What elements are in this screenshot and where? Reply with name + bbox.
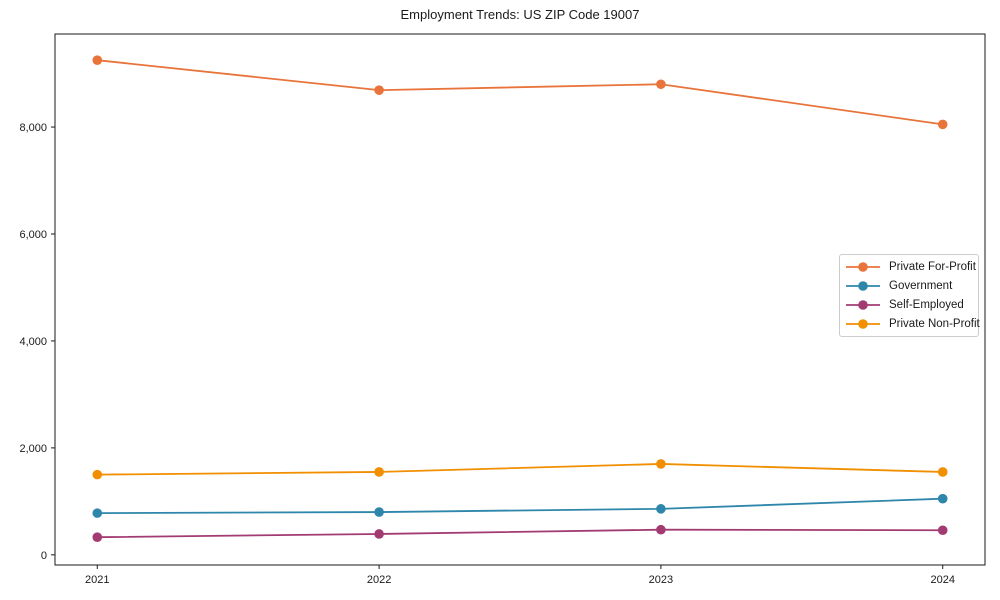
series-line-self-employed bbox=[97, 528, 943, 539]
data-point-marker bbox=[937, 493, 948, 504]
data-point-marker bbox=[656, 459, 666, 469]
x-axis-tick-label: 2023 bbox=[649, 574, 673, 586]
y-axis-tick-label: 2,000 bbox=[19, 443, 47, 455]
legend-entry: Private Non-Profit bbox=[845, 315, 980, 334]
legend-label: Private Non-Profit bbox=[889, 318, 980, 331]
data-point-marker bbox=[374, 529, 384, 539]
legend-line-marker-icon bbox=[846, 261, 880, 272]
legend-line-marker-icon bbox=[846, 300, 880, 310]
legend-label: Private For-Profit bbox=[889, 260, 976, 273]
data-point-marker bbox=[656, 524, 666, 535]
legend-line-marker-icon bbox=[846, 281, 880, 291]
data-point-marker bbox=[374, 467, 384, 477]
data-point-marker bbox=[92, 469, 103, 480]
series-line-private-non-profit bbox=[97, 463, 943, 476]
y-axis-tick-label: 8,000 bbox=[19, 122, 47, 134]
y-axis-tick-label: 4,000 bbox=[19, 336, 47, 348]
data-point-marker bbox=[937, 467, 948, 477]
data-point-marker bbox=[374, 85, 384, 95]
series-line-private-for-profit bbox=[97, 59, 943, 126]
data-point-marker bbox=[937, 525, 948, 536]
x-axis-tick-label: 2021 bbox=[85, 574, 109, 586]
x-axis-tick-label: 2022 bbox=[367, 574, 391, 586]
x-axis-tick-label: 2024 bbox=[930, 574, 954, 586]
legend-entry: Government bbox=[845, 276, 978, 295]
legend-entry: Private For-Profit bbox=[845, 257, 978, 276]
data-point-marker bbox=[92, 508, 103, 518]
data-point-marker bbox=[656, 79, 666, 90]
y-axis-tick-label: 6,000 bbox=[19, 229, 47, 241]
legend: Private For-Profit Government Self-Employe… bbox=[839, 254, 980, 337]
plot-border bbox=[54, 33, 986, 566]
legend-line-marker-icon bbox=[846, 319, 880, 330]
legend-entry: Self-Employed bbox=[845, 296, 978, 315]
data-point-marker bbox=[374, 507, 384, 517]
y-axis-tick-label: 0 bbox=[41, 550, 47, 562]
legend-label: Self-Employed bbox=[889, 299, 964, 312]
data-point-marker bbox=[92, 532, 103, 542]
chart-title: Employment Trends: US ZIP Code 19007 bbox=[400, 7, 640, 22]
data-point-marker bbox=[656, 504, 666, 514]
series-line-government bbox=[97, 497, 943, 515]
data-point-marker bbox=[92, 55, 103, 66]
data-point-marker bbox=[937, 119, 948, 130]
legend-label: Government bbox=[889, 279, 953, 292]
